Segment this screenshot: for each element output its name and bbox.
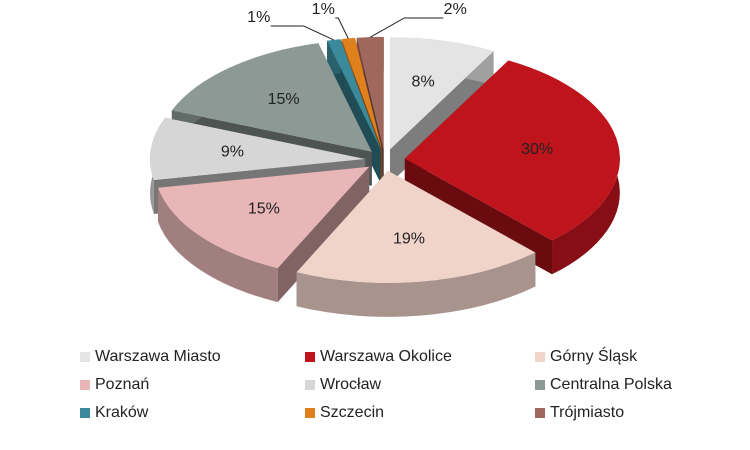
- legend-label: Wrocław: [320, 376, 381, 393]
- data-label: 19%: [393, 231, 425, 248]
- legend-swatch: [535, 352, 545, 362]
- slice: [327, 39, 381, 150]
- data-label: 2%: [444, 1, 467, 18]
- legend-swatch: [305, 408, 315, 418]
- legend-swatch: [80, 408, 90, 418]
- legend-label: Trójmiasto: [550, 404, 624, 421]
- slice-wall: [158, 187, 278, 303]
- data-label: 1%: [247, 9, 270, 26]
- slice: [158, 166, 370, 269]
- data-label: 1%: [312, 1, 335, 18]
- slice-group: [296, 170, 536, 317]
- slice: [171, 43, 372, 152]
- leader-line: [335, 17, 349, 39]
- slice: [389, 37, 494, 150]
- leader-line: [369, 17, 444, 38]
- slice: [356, 37, 384, 150]
- legend-label: Szczecin: [320, 404, 384, 421]
- legend-label: Kraków: [95, 404, 149, 421]
- legend-swatch: [80, 352, 90, 362]
- slice: [296, 170, 536, 283]
- data-label: 15%: [268, 91, 300, 108]
- slice: [404, 60, 620, 241]
- legend-swatch: [305, 352, 315, 362]
- legend-label: Centralna Polska: [550, 376, 672, 393]
- legend-swatch: [535, 380, 545, 390]
- slice-wall: [296, 252, 536, 317]
- legend-label: Górny Śląsk: [550, 346, 638, 365]
- legend-swatch: [80, 380, 90, 390]
- legend-label: Warszawa Okolice: [320, 348, 452, 365]
- data-label: 8%: [412, 73, 435, 90]
- slice-group: [404, 60, 620, 275]
- slice: [341, 38, 382, 150]
- legend-swatch: [305, 380, 315, 390]
- data-label: 9%: [221, 144, 244, 161]
- data-label: 15%: [248, 201, 280, 218]
- leader-line: [270, 25, 334, 41]
- legend-label: Poznań: [95, 376, 149, 393]
- legend-swatch: [535, 408, 545, 418]
- legend-label: Warszawa Miasto: [95, 348, 221, 365]
- data-label: 30%: [521, 141, 553, 158]
- slice: [150, 117, 366, 180]
